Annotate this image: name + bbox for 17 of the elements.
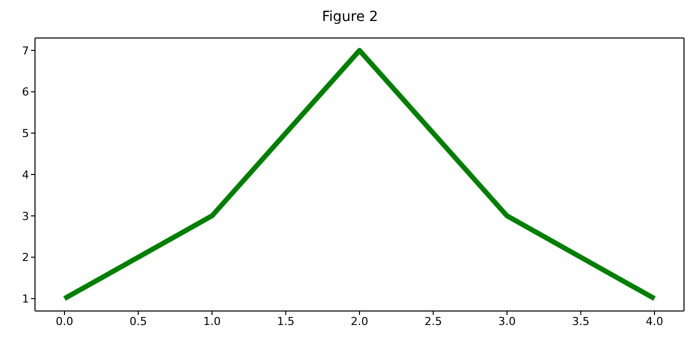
x-tick-label: 4.0 bbox=[646, 314, 664, 328]
chart-title: Figure 2 bbox=[320, 8, 380, 27]
x-tick-label: 1.5 bbox=[277, 314, 294, 328]
x-tick-label: 3.5 bbox=[572, 314, 590, 328]
y-tick-label: 7 bbox=[22, 44, 29, 58]
x-tick-label: 2.5 bbox=[424, 314, 442, 328]
y-tick-label: 3 bbox=[22, 210, 29, 223]
y-tick-label: 2 bbox=[22, 251, 29, 264]
y-tick-label: 5 bbox=[22, 127, 29, 140]
y-tick-label: 4 bbox=[22, 168, 29, 182]
x-tick-label: 3.0 bbox=[498, 314, 516, 328]
x-tick-label: 0.0 bbox=[56, 314, 74, 328]
x-tick-label: 2.0 bbox=[350, 314, 368, 328]
y-tick-label: 6 bbox=[22, 86, 29, 99]
x-tick-label: 1.0 bbox=[203, 314, 221, 328]
y-tick-label: 1 bbox=[22, 292, 29, 306]
x-tick-label: 0.5 bbox=[130, 314, 147, 328]
